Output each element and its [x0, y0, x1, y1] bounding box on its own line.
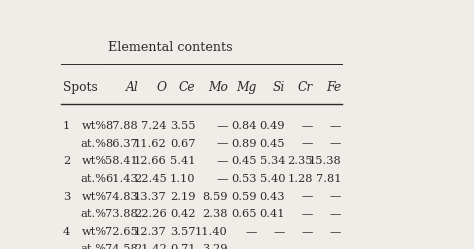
Text: 22.45: 22.45 [134, 174, 167, 184]
Text: —: — [301, 139, 313, 149]
Text: 2: 2 [63, 156, 70, 166]
Text: Mg: Mg [236, 81, 256, 94]
Text: —: — [245, 245, 256, 249]
Text: —: — [217, 174, 228, 184]
Text: 1.10: 1.10 [170, 174, 196, 184]
Text: 3.55: 3.55 [170, 121, 196, 131]
Text: —: — [301, 121, 313, 131]
Text: —: — [301, 191, 313, 201]
Text: 72.65: 72.65 [106, 227, 138, 237]
Text: 0.42: 0.42 [170, 209, 196, 219]
Text: Fe: Fe [326, 81, 341, 94]
Text: at.%: at.% [81, 139, 107, 149]
Text: 15.38: 15.38 [309, 156, 341, 166]
Text: 0.89: 0.89 [231, 139, 256, 149]
Text: 61.43: 61.43 [106, 174, 138, 184]
Text: wt%: wt% [82, 191, 107, 201]
Text: 1.28: 1.28 [287, 174, 313, 184]
Text: 3: 3 [63, 191, 70, 201]
Text: 0.59: 0.59 [231, 191, 256, 201]
Text: 0.65: 0.65 [231, 209, 256, 219]
Text: 73.88: 73.88 [106, 209, 138, 219]
Text: 13.37: 13.37 [134, 191, 167, 201]
Text: 0.45: 0.45 [231, 156, 256, 166]
Text: wt%: wt% [82, 227, 107, 237]
Text: Al: Al [126, 81, 138, 94]
Text: 0.43: 0.43 [260, 191, 285, 201]
Text: 74.58: 74.58 [106, 245, 138, 249]
Text: 3.57: 3.57 [170, 227, 196, 237]
Text: 0.53: 0.53 [231, 174, 256, 184]
Text: 0.67: 0.67 [170, 139, 196, 149]
Text: 1: 1 [63, 121, 70, 131]
Text: Cr: Cr [298, 81, 313, 94]
Text: 21.42: 21.42 [134, 245, 167, 249]
Text: Spots: Spots [63, 81, 98, 94]
Text: 12.66: 12.66 [134, 156, 167, 166]
Text: wt%: wt% [82, 121, 107, 131]
Text: —: — [301, 227, 313, 237]
Text: 5.34: 5.34 [260, 156, 285, 166]
Text: —: — [274, 227, 285, 237]
Text: 74.83: 74.83 [106, 191, 138, 201]
Text: —: — [245, 227, 256, 237]
Text: —: — [330, 209, 341, 219]
Text: —: — [274, 245, 285, 249]
Text: 11.62: 11.62 [134, 139, 167, 149]
Text: 11.40: 11.40 [195, 227, 228, 237]
Text: —: — [217, 156, 228, 166]
Text: 0.41: 0.41 [260, 209, 285, 219]
Text: 0.71: 0.71 [170, 245, 196, 249]
Text: 8.59: 8.59 [202, 191, 228, 201]
Text: 86.37: 86.37 [106, 139, 138, 149]
Text: Elemental contents: Elemental contents [108, 41, 233, 54]
Text: at.%: at.% [81, 245, 107, 249]
Text: 2.35: 2.35 [287, 156, 313, 166]
Text: 4: 4 [63, 227, 70, 237]
Text: —: — [330, 121, 341, 131]
Text: —: — [330, 245, 341, 249]
Text: 12.37: 12.37 [134, 227, 167, 237]
Text: 5.40: 5.40 [260, 174, 285, 184]
Text: 7.81: 7.81 [316, 174, 341, 184]
Text: —: — [217, 121, 228, 131]
Text: at.%: at.% [81, 209, 107, 219]
Text: 5.41: 5.41 [170, 156, 196, 166]
Text: —: — [330, 139, 341, 149]
Text: —: — [330, 191, 341, 201]
Text: —: — [301, 209, 313, 219]
Text: Si: Si [273, 81, 285, 94]
Text: wt%: wt% [82, 156, 107, 166]
Text: 3.29: 3.29 [202, 245, 228, 249]
Text: 0.49: 0.49 [260, 121, 285, 131]
Text: O: O [157, 81, 167, 94]
Text: —: — [301, 245, 313, 249]
Text: 0.84: 0.84 [231, 121, 256, 131]
Text: —: — [217, 139, 228, 149]
Text: 0.45: 0.45 [260, 139, 285, 149]
Text: —: — [330, 227, 341, 237]
Text: 2.19: 2.19 [170, 191, 196, 201]
Text: Mo: Mo [208, 81, 228, 94]
Text: 87.88: 87.88 [106, 121, 138, 131]
Text: 58.41: 58.41 [106, 156, 138, 166]
Text: 7.24: 7.24 [141, 121, 167, 131]
Text: at.%: at.% [81, 174, 107, 184]
Text: Ce: Ce [179, 81, 196, 94]
Text: 22.26: 22.26 [134, 209, 167, 219]
Text: 2.38: 2.38 [202, 209, 228, 219]
